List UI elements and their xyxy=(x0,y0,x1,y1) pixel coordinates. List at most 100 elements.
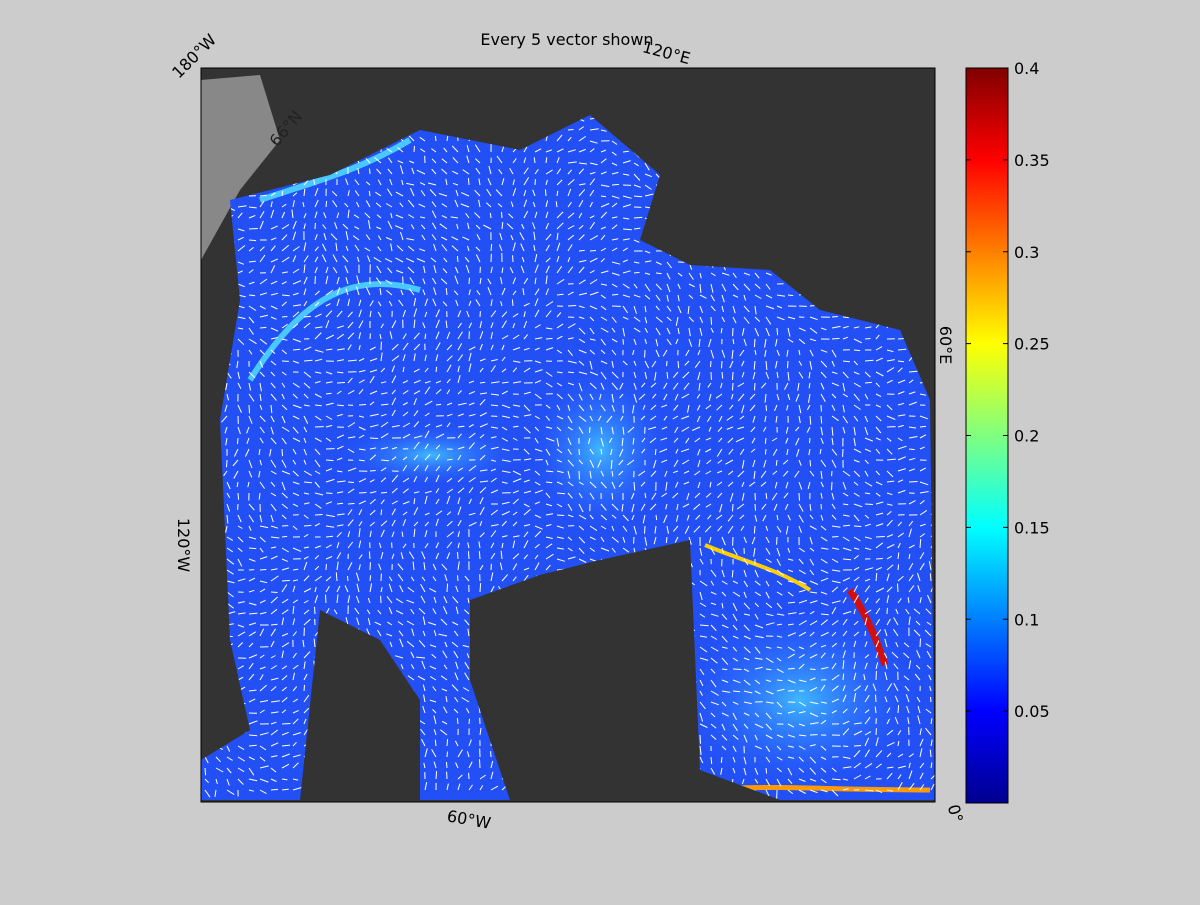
lon-label: 120°E xyxy=(640,37,692,68)
vector xyxy=(733,504,734,511)
vector xyxy=(469,719,470,724)
vector xyxy=(843,361,850,362)
vector xyxy=(271,592,278,593)
vector xyxy=(733,383,734,390)
vector xyxy=(381,492,387,493)
colorbar-tick-label: 0.2 xyxy=(1014,427,1039,446)
vector xyxy=(348,504,355,505)
vector xyxy=(458,552,459,559)
vector xyxy=(545,189,546,196)
vector xyxy=(909,482,918,483)
vector xyxy=(909,449,915,450)
vector xyxy=(810,460,811,466)
vector xyxy=(579,471,580,480)
lon-label: 60°E xyxy=(936,326,955,364)
vector xyxy=(865,382,872,383)
vector xyxy=(546,338,553,339)
vector xyxy=(326,595,327,603)
vector xyxy=(898,584,899,593)
vector xyxy=(282,536,287,537)
vector xyxy=(678,361,679,368)
vector xyxy=(832,338,840,339)
vector xyxy=(480,583,481,592)
vector xyxy=(754,339,755,347)
colorbar-tick-label: 0.05 xyxy=(1014,702,1050,721)
vector xyxy=(260,327,266,328)
vector xyxy=(359,493,367,494)
vector xyxy=(854,526,861,527)
vector xyxy=(293,349,300,350)
vector xyxy=(249,735,257,736)
vector xyxy=(249,240,256,241)
vector xyxy=(326,201,327,207)
vector xyxy=(425,334,426,339)
current xyxy=(680,610,920,790)
vector xyxy=(722,669,727,670)
vector xyxy=(645,526,646,534)
vector xyxy=(909,371,918,372)
vector xyxy=(436,404,441,405)
colorbar-tick-label: 0.1 xyxy=(1014,610,1039,629)
vector xyxy=(447,739,448,746)
vector xyxy=(282,724,291,725)
vector xyxy=(931,697,932,702)
vector xyxy=(766,669,771,670)
vector xyxy=(458,575,459,581)
vector xyxy=(369,191,370,196)
vector xyxy=(238,438,239,444)
vector xyxy=(930,573,931,581)
vector xyxy=(656,515,657,520)
vector xyxy=(205,768,206,775)
vector xyxy=(788,668,795,669)
vector xyxy=(843,746,848,747)
vector xyxy=(876,559,883,560)
vector xyxy=(821,504,822,509)
vector xyxy=(821,416,822,424)
vector xyxy=(711,757,712,764)
vector xyxy=(348,576,349,581)
colorbar-tick-label: 0.35 xyxy=(1014,151,1050,170)
vector xyxy=(920,639,921,648)
vector xyxy=(898,564,899,570)
colorbar-tick-label: 0.25 xyxy=(1014,335,1050,354)
vector xyxy=(348,482,354,483)
vector xyxy=(766,768,767,774)
vector xyxy=(381,510,382,516)
vector xyxy=(765,438,766,444)
vector xyxy=(304,685,305,691)
vector xyxy=(832,317,838,318)
vector xyxy=(788,295,793,296)
vector xyxy=(700,735,701,744)
vector xyxy=(369,551,370,559)
vector xyxy=(336,572,337,581)
vector xyxy=(282,317,287,318)
vector xyxy=(293,569,298,570)
vector xyxy=(601,449,602,454)
vector xyxy=(447,752,448,757)
vector xyxy=(271,624,278,625)
colorbar-tick-label: 0.3 xyxy=(1014,243,1039,262)
vector xyxy=(843,317,849,318)
vector xyxy=(436,367,437,372)
vector xyxy=(546,471,553,472)
vector xyxy=(480,759,481,768)
vector xyxy=(755,504,756,511)
vector xyxy=(568,306,576,307)
vector xyxy=(370,471,376,472)
vector xyxy=(304,482,312,483)
vector xyxy=(590,427,591,433)
vector xyxy=(479,551,480,559)
vector xyxy=(655,449,656,455)
vector xyxy=(370,575,371,581)
vector xyxy=(754,526,755,534)
vector xyxy=(436,771,437,779)
vector xyxy=(337,383,345,384)
vector xyxy=(788,361,789,368)
vector xyxy=(755,383,756,390)
vector xyxy=(732,570,733,577)
vector xyxy=(315,515,323,516)
vector xyxy=(414,146,415,152)
vector xyxy=(282,580,290,581)
vector xyxy=(612,294,618,295)
